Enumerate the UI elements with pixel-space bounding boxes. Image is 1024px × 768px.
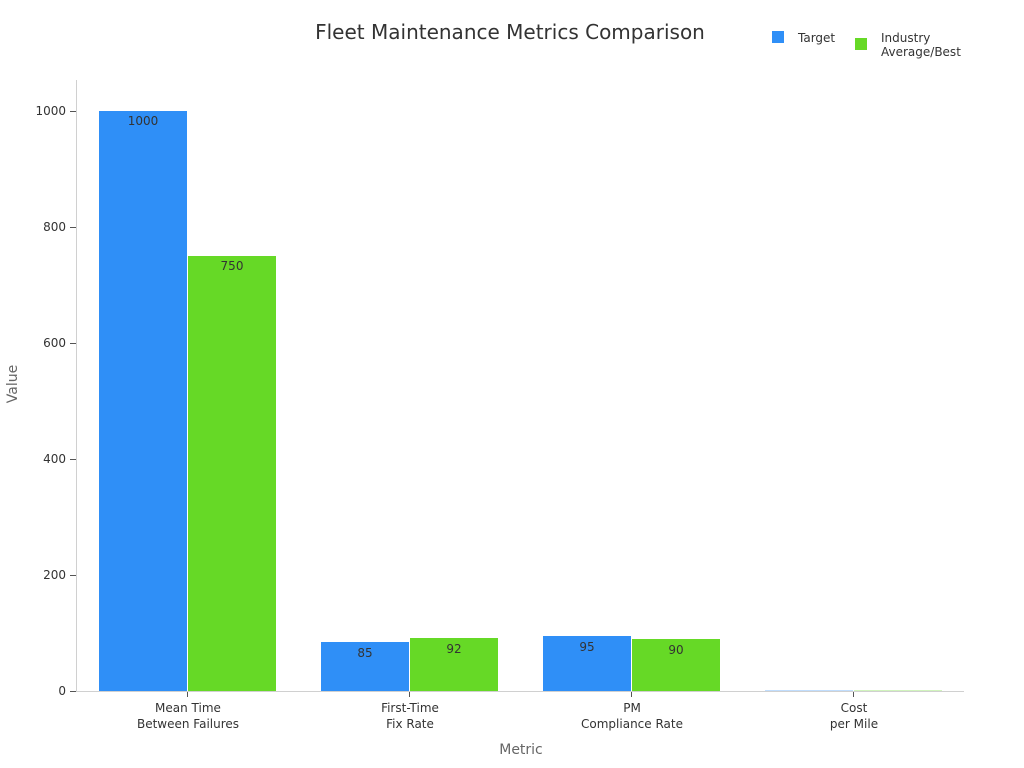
y-tick-label: 0 [58,684,66,698]
bar-mtbf-target [99,111,187,691]
y-axis-line [76,80,77,692]
x-tick-label-ftfr: First-Time Fix Rate [310,700,510,732]
x-label-line2: Between Failures [136,717,240,731]
bar-pm-industry [632,639,720,691]
bar-pm-target [543,636,631,691]
bar-ftfr-target [321,642,409,691]
x-label-line1: First-Time [381,701,439,715]
y-tick [70,691,76,692]
y-tick [70,459,76,460]
bar-label-pm-industry: 90 [668,643,684,657]
bar-ftfr-industry [410,638,498,691]
x-label-line1: PM [623,701,641,715]
y-tick-label: 200 [43,568,66,582]
legend-swatch-target [772,31,784,43]
y-axis-title: Value [5,364,21,404]
x-label-line1: Cost [840,701,868,715]
y-tick-label: 400 [43,452,66,466]
y-tick [70,227,76,228]
bar-cpm-industry [854,690,942,691]
y-tick [70,343,76,344]
legend-label-industry-line2: Average/Best [881,45,961,59]
legend-swatch-industry [855,38,867,50]
x-tick [853,692,854,697]
bar-mtbf-industry [188,256,276,691]
x-label-line2: per Mile [829,717,879,731]
bar-cpm-target [765,690,853,691]
bar-label-mtbf-industry: 750 [220,259,244,273]
x-tick [631,692,632,697]
legend-label-target: Target [798,31,836,45]
x-tick [187,692,188,697]
bar-label-pm-target: 95 [579,640,595,654]
bar-label-ftfr-industry: 92 [446,642,462,656]
x-tick-label-mtbf: Mean Time Between Failures [88,700,288,732]
chart-title: Fleet Maintenance Metrics Comparison [0,20,1024,44]
y-tick-label: 1000 [35,104,66,118]
chart-title-text: Fleet Maintenance Metrics Comparison [315,20,705,44]
x-label-line2: Fix Rate [386,717,434,731]
y-tick [70,575,76,576]
legend-label-industry: Industry Average/Best [881,31,961,59]
x-tick [409,692,410,697]
x-label-line1: Mean Time [155,701,221,715]
legend-label-industry-line1: Industry [881,31,931,45]
x-tick-label-pm: PM Compliance Rate [532,700,732,732]
x-label-line2: Compliance Rate [581,717,683,731]
x-tick-label-cpm: Cost per Mile [754,700,954,732]
x-axis-line [76,691,964,692]
bar-label-ftfr-target: 85 [357,646,373,660]
y-tick-label: 600 [43,336,66,350]
y-tick-label: 800 [43,220,66,234]
y-tick [70,111,76,112]
x-axis-title: Metric [499,742,543,758]
bar-label-mtbf-target: 1000 [127,114,159,128]
